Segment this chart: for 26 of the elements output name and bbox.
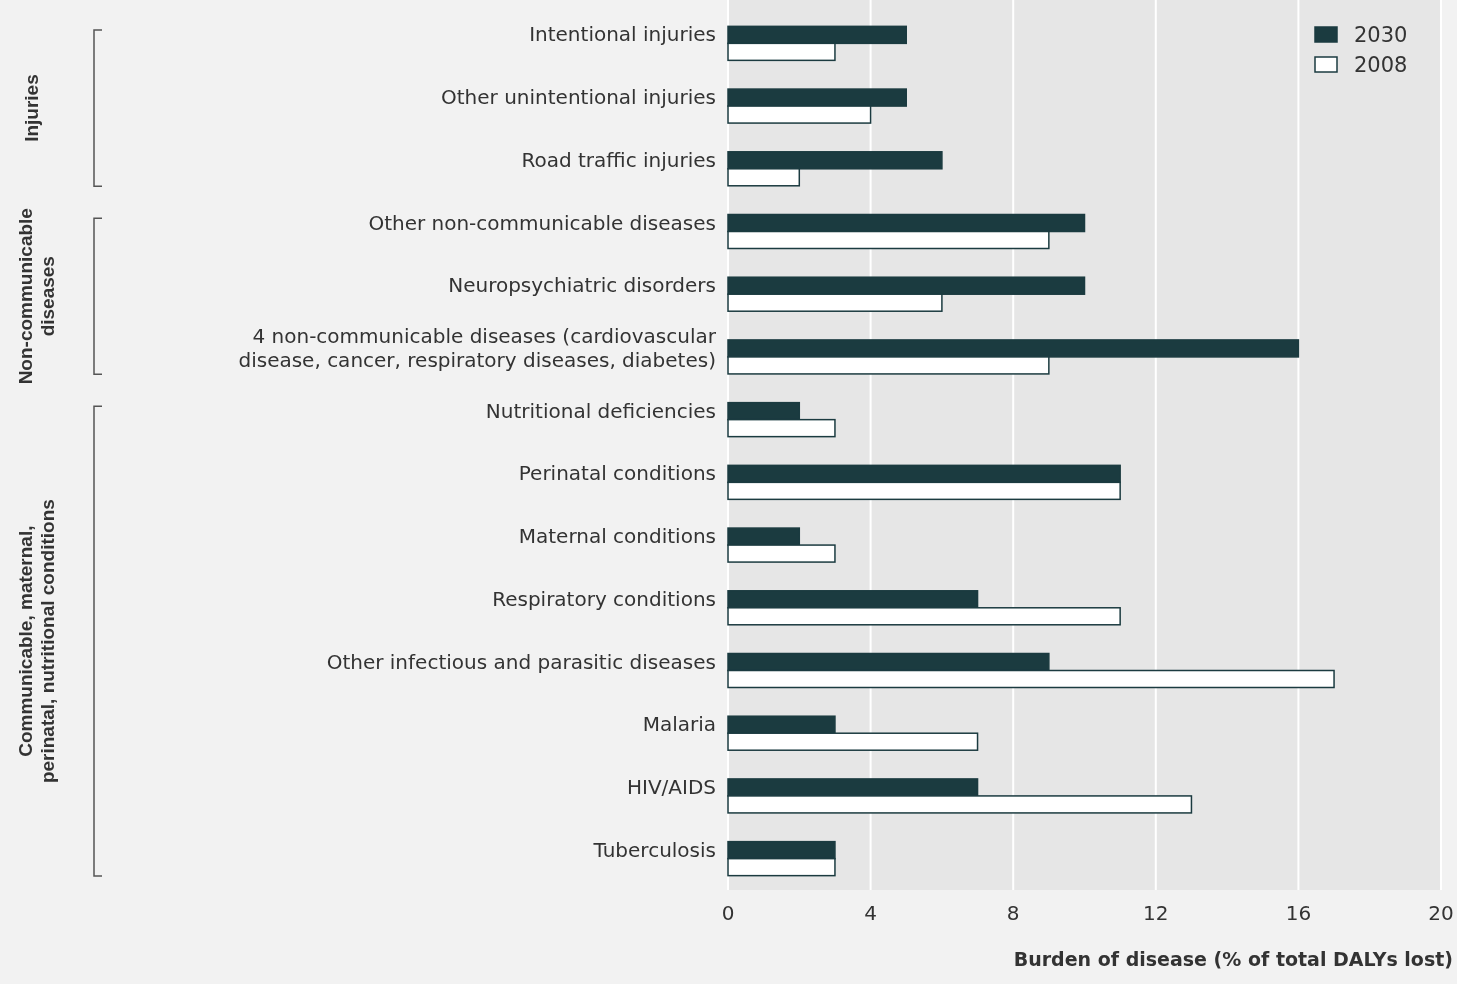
y-tick-label: Maternal conditions <box>518 524 716 549</box>
y-tick-label: Perinatal conditions <box>518 461 716 486</box>
y-tick-label: HIV/AIDS <box>626 774 716 799</box>
y-tick-label: Malaria <box>642 712 716 737</box>
y-tick-label: Neuropsychiatric disorders <box>448 273 716 298</box>
y-tick-label: Other unintentional injuries <box>441 85 716 110</box>
x-axis-title: Burden of disease (% of total DALYs lost) <box>1013 948 1453 970</box>
x-tick-label: 20 <box>1428 901 1454 925</box>
y-tick-label: Other infectious and parasitic diseases <box>326 649 716 674</box>
y-tick-label: Other non-communicable diseases <box>368 210 716 235</box>
text: Communicable, maternal, perinatal, nutritional conditions <box>15 499 58 784</box>
y-tick-label: Road traffic injuries <box>521 147 716 172</box>
y-tick-label: Nutritional deficiencies <box>485 398 716 423</box>
legend-label: 2008 <box>1354 53 1408 77</box>
x-tick-label: 4 <box>864 901 877 925</box>
y-tick-label: Tuberculosis <box>592 837 716 862</box>
y-tick-label: Respiratory conditions <box>492 586 716 611</box>
x-tick-label: 0 <box>721 901 735 925</box>
y-tick-label: 4 non-communicable diseases (cardiovascular disease, cancer, respiratory diseases, diabetes) <box>238 323 717 372</box>
x-tick-label: 16 <box>1285 901 1312 925</box>
x-tick-label: 8 <box>1006 901 1020 925</box>
text: Injuries <box>21 74 42 142</box>
text: Non-communicable diseases <box>15 208 58 385</box>
y-tick-label: Intentional injuries <box>529 22 716 47</box>
legend-label: 2030 <box>1354 23 1408 47</box>
x-tick-label: 12 <box>1143 901 1169 925</box>
